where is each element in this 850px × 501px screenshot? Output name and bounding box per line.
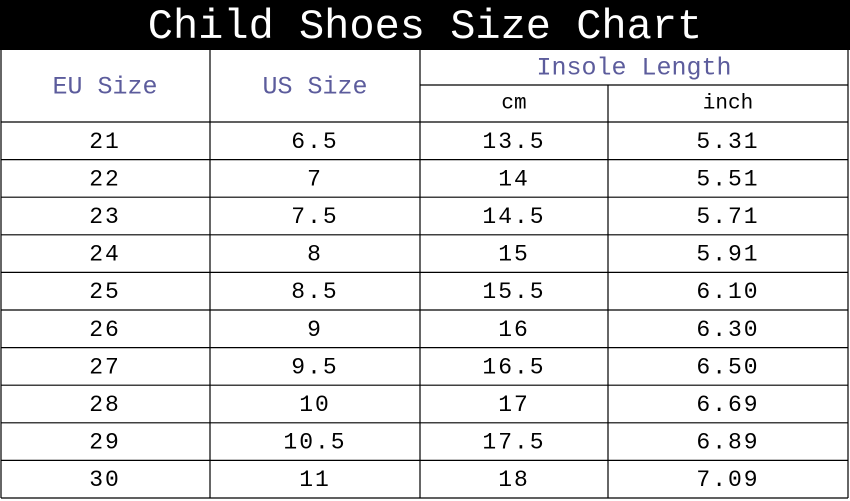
table-cell: 6.89 xyxy=(696,430,759,456)
header-cell: cm xyxy=(501,93,526,116)
table-cell: 5.71 xyxy=(696,204,759,230)
table-cell: 18 xyxy=(498,467,530,493)
header-cell: EU Size xyxy=(52,73,157,102)
table-cell: 5.51 xyxy=(696,166,759,192)
table-cell: 9.5 xyxy=(291,354,338,380)
table-cell: 16 xyxy=(498,317,530,343)
table-cell: 6.50 xyxy=(696,354,759,380)
table-cell: 25 xyxy=(89,279,121,305)
table-cell: 9 xyxy=(307,317,323,343)
table-cell: 26 xyxy=(89,317,121,343)
table-cell: 7 xyxy=(307,166,323,192)
table-cell: 29 xyxy=(89,430,121,456)
table-cell: 11 xyxy=(299,467,331,493)
table-cell: 10 xyxy=(299,392,331,418)
table-cell: 17.5 xyxy=(482,430,545,456)
table-cell: 24 xyxy=(89,242,121,268)
table-cell: 23 xyxy=(89,204,121,230)
table-cell: 17 xyxy=(498,392,530,418)
title-bar xyxy=(0,0,850,50)
table-cell: 15.5 xyxy=(482,279,545,305)
table-cell: 14.5 xyxy=(482,204,545,230)
header-cell: inch xyxy=(703,93,753,116)
table-cell: 8 xyxy=(307,242,323,268)
table-cell: 6.10 xyxy=(696,279,759,305)
table-cell: 16.5 xyxy=(482,354,545,380)
table-cell: 7.09 xyxy=(696,467,759,493)
table-cell: 13.5 xyxy=(482,129,545,155)
header-cell: US Size xyxy=(262,73,367,102)
table-cell: 6.5 xyxy=(291,129,338,155)
table-cell: 8.5 xyxy=(291,279,338,305)
table-cell: 6.30 xyxy=(696,317,759,343)
table-cell: 14 xyxy=(498,166,530,192)
table-cell: 15 xyxy=(498,242,530,268)
table-cell: 30 xyxy=(89,467,121,493)
table-cell: 5.91 xyxy=(696,242,759,268)
table-cell: 22 xyxy=(89,166,121,192)
table-cell: 28 xyxy=(89,392,121,418)
header-cell: Insole Length xyxy=(536,54,731,83)
table-grid xyxy=(0,50,849,499)
table-cell: 7.5 xyxy=(291,204,338,230)
title: Child Shoes Size Chart xyxy=(148,3,703,51)
table-cell: 27 xyxy=(89,354,121,380)
table-cell: 21 xyxy=(89,129,121,155)
table-cell: 6.69 xyxy=(696,392,759,418)
table-cell: 5.31 xyxy=(696,129,759,155)
table-cell: 10.5 xyxy=(283,430,346,456)
